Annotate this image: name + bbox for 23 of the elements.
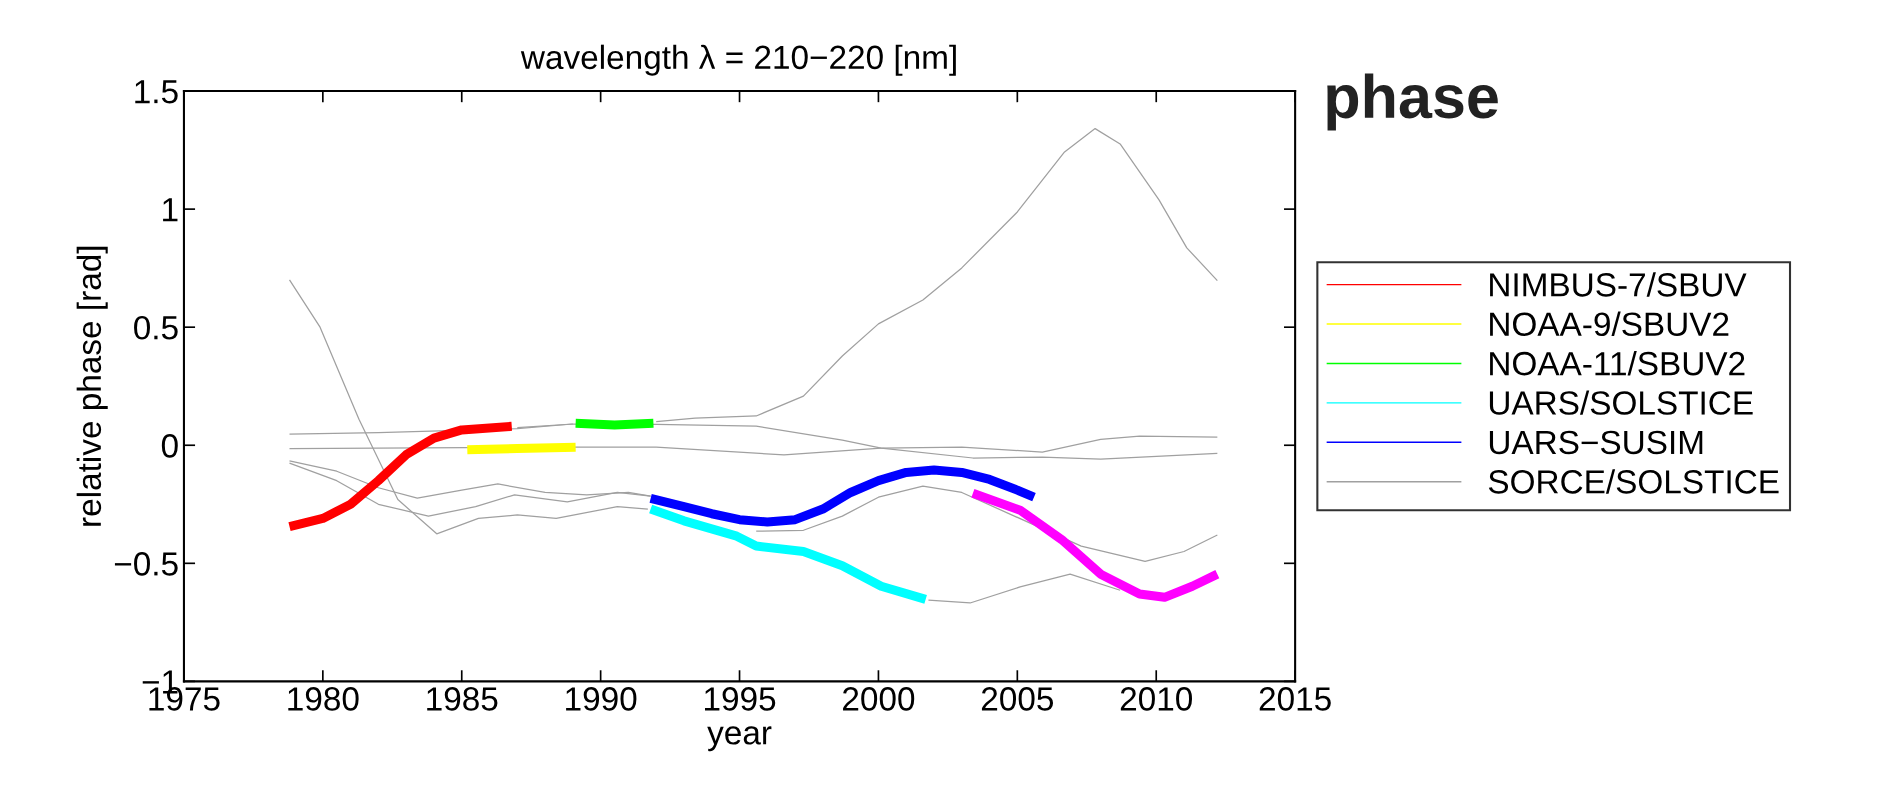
text: phase [1327,73,1498,131]
y-tick-label: 0.5 [134,315,178,340]
legend-label: UARS/SOLSTICE [1489,390,1753,415]
x-tick-label: 1985 [427,687,498,711]
y-tick-label: 1 [163,198,178,222]
legend-label: NIMBUS-7/SBUV [1490,272,1747,297]
x-tick-label: 1990 [566,687,637,711]
legend-label: SORCE/SOLSTICE [1488,469,1779,494]
x-tick-label: 1980 [288,687,359,711]
legend-label: NOAA-9/SBUV2 [1490,311,1729,337]
x-axis-title: year [707,726,772,752]
y-tick-label: 1.5 [135,80,178,104]
y-tick-label: −0.5 [114,552,178,576]
y-axis-title: relative phase [rad] [76,246,108,526]
legend-label: NOAA-11/SBUV2 [1490,350,1745,376]
y-tick-label: 0 [161,434,178,458]
x-tick-label: 2015 [1259,687,1331,711]
legend-label: UARS−SUSIM [1489,430,1703,455]
x-tick-label: 1995 [705,687,776,711]
chart-title: wavelength λ = 210−220 [nm] [520,44,956,76]
x-tick-label: 2000 [843,687,915,711]
x-tick-label: 2010 [1120,687,1193,711]
x-tick-label: 2005 [981,687,1054,711]
